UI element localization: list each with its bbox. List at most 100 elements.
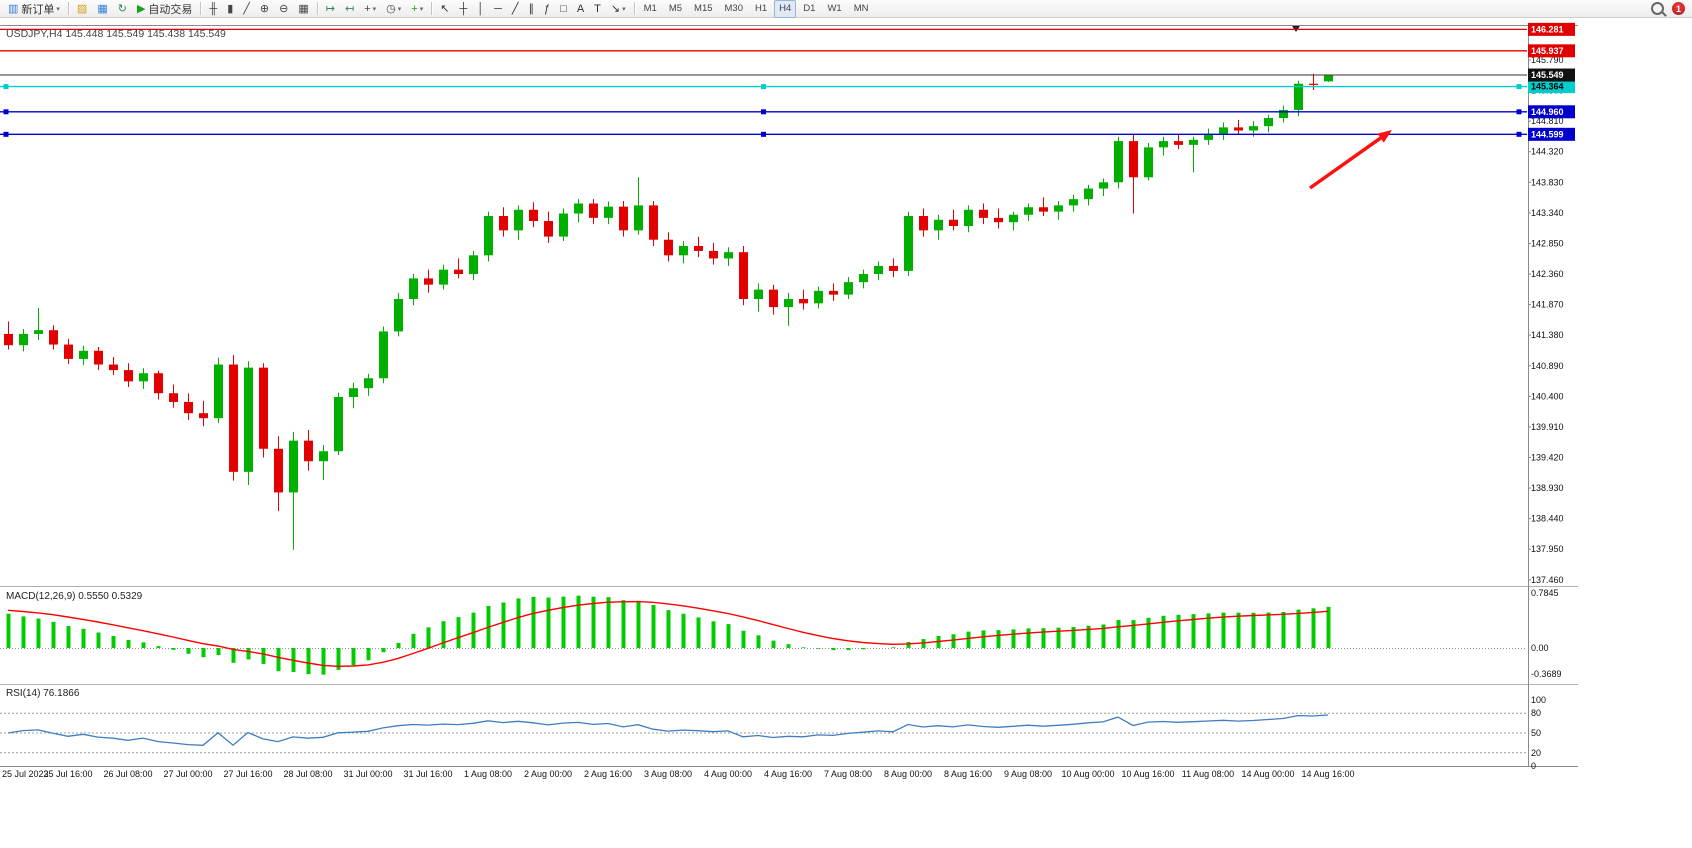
candle-up xyxy=(874,265,883,275)
candle-up xyxy=(934,219,943,231)
refresh-button[interactable]: ↻ xyxy=(114,0,131,18)
toolbar-separator xyxy=(633,2,635,15)
price-level-line[interactable] xyxy=(0,109,1527,115)
zoom-out-button[interactable]: ⊖ xyxy=(275,0,292,18)
indicators-button[interactable]: + ▾ xyxy=(407,0,427,18)
vertical-line-button[interactable]: │ xyxy=(473,0,488,18)
date-tick-label: 31 Jul 16:00 xyxy=(403,769,452,779)
macd-pane[interactable]: MACD(12,26,9) 0.5550 0.5329 0.7845 0.00 -0.… xyxy=(0,588,1562,679)
price-axis[interactable]: 145.790145.300144.810144.320143.830143.3… xyxy=(1528,55,1564,585)
price-level-line[interactable] xyxy=(0,84,1527,90)
notification-badge[interactable]: 1 xyxy=(1672,2,1685,15)
price-level-badge: 145.937 xyxy=(1528,44,1575,58)
line-handle xyxy=(3,84,9,90)
tile-windows-button[interactable]: ▦ xyxy=(294,0,312,18)
rsi-pane[interactable]: RSI(14) 76.1866 100 80 50 20 0 xyxy=(0,688,1546,771)
metaeditor-icon: ▨ xyxy=(76,2,88,15)
price-tick-label: 144.810 xyxy=(1531,116,1564,126)
new-order-button[interactable]: ▥ 新订单 ▾ xyxy=(4,0,64,18)
channel-button[interactable]: ∥ xyxy=(525,0,539,18)
period-icon: ◷ xyxy=(386,2,396,15)
text-button[interactable]: A xyxy=(573,0,588,18)
chevron-down-icon: ▾ xyxy=(56,5,60,13)
timeframe-d1-button[interactable]: D1 xyxy=(803,3,816,14)
date-tick-label: 1 Aug 08:00 xyxy=(464,769,512,779)
price-level-badge: 146.281 xyxy=(1528,22,1575,36)
candle-up xyxy=(1279,109,1288,119)
timeframe-h4-button[interactable]: H4 xyxy=(774,0,797,18)
candle-down xyxy=(64,344,73,359)
chevron-down-icon: ▾ xyxy=(397,5,402,13)
line-handle xyxy=(761,109,766,115)
date-tick-label: 14 Aug 16:00 xyxy=(1301,769,1354,779)
arrows-icon: ↘ xyxy=(610,2,621,15)
timeframe-m1-button[interactable]: M1 xyxy=(643,3,657,14)
candle-down xyxy=(649,205,658,240)
autotrading-button[interactable]: ▶ 自动交易 xyxy=(133,0,196,18)
date-tick-label: 11 Aug 08:00 xyxy=(1182,769,1234,779)
cursor-button[interactable]: ↖ xyxy=(436,0,453,18)
zoom-in-button[interactable]: ⊕ xyxy=(256,0,273,18)
candle-up xyxy=(679,245,688,256)
candle-up xyxy=(1189,139,1198,145)
candle-down xyxy=(799,298,808,304)
macd-tick-label: 0.7845 xyxy=(1531,588,1559,598)
timeframe-h1-button[interactable]: H1 xyxy=(755,3,768,14)
bar-chart-button[interactable]: ╫ xyxy=(205,0,221,18)
candlestick-chart-button[interactable]: ▮ xyxy=(223,0,237,18)
chart-shift-button[interactable]: ↤ xyxy=(341,0,358,18)
shapes-button[interactable]: □ xyxy=(556,0,571,18)
candle-up xyxy=(1069,199,1078,206)
tile-windows-icon: ▦ xyxy=(298,2,309,15)
arrows-button[interactable]: ↘ ▾ xyxy=(607,0,630,18)
candle-down xyxy=(184,401,193,414)
trendline-button[interactable]: ╱ xyxy=(508,0,523,18)
horizontal-line-button[interactable]: ─ xyxy=(490,0,506,18)
search-icon[interactable] xyxy=(1651,2,1664,15)
line-handle xyxy=(3,109,9,115)
toolbar-separator xyxy=(316,2,318,15)
metaeditor-button[interactable]: ▨ xyxy=(73,0,91,18)
candle-down xyxy=(979,209,988,218)
candle-up xyxy=(394,298,403,332)
line-chart-button[interactable]: ╱ xyxy=(239,0,254,18)
timeframe-m15-button[interactable]: M15 xyxy=(694,3,713,14)
market-watch-button[interactable]: ▦ xyxy=(93,0,111,18)
new-chart-button[interactable]: + ▾ xyxy=(360,0,380,18)
candle-up xyxy=(559,213,568,237)
candle-up xyxy=(1264,118,1273,127)
price-tick-label: 139.910 xyxy=(1531,422,1564,432)
annotation-arrow[interactable] xyxy=(1308,130,1392,190)
chevron-down-icon: ▾ xyxy=(372,5,377,13)
candle-up xyxy=(859,274,868,283)
candle-down xyxy=(154,373,163,394)
text-label-button[interactable]: T xyxy=(590,0,605,18)
price-level-badge: 144.599 xyxy=(1528,127,1575,141)
new-order-button-label: 新订单 xyxy=(21,3,55,16)
chart-title: USDJPY,H4 145.448 145.549 145.438 145.54… xyxy=(6,28,226,40)
candle-up xyxy=(214,364,223,419)
timeframe-mn-button[interactable]: MN xyxy=(853,3,869,14)
timeframe-m30-button[interactable]: M30 xyxy=(724,3,743,14)
candle-up xyxy=(1324,75,1333,82)
candle-up xyxy=(349,388,358,397)
candle-up xyxy=(1054,205,1063,212)
timeframe-m5-button[interactable]: M5 xyxy=(668,3,683,14)
pane-borders xyxy=(0,25,1578,767)
price-tick-label: 140.400 xyxy=(1531,391,1564,401)
price-level-line[interactable] xyxy=(0,131,1527,137)
indicators-icon: + xyxy=(411,2,418,15)
rsi-tick-label: 100 xyxy=(1531,695,1546,705)
fibonacci-button[interactable]: ƒ xyxy=(540,0,554,18)
auto-scroll-button[interactable]: ↦ xyxy=(322,0,339,18)
crosshair-button[interactable]: ┼ xyxy=(455,0,471,18)
chart-shift-icon: ↤ xyxy=(344,2,355,15)
timeframe-w1-button[interactable]: W1 xyxy=(827,3,842,14)
candlestick-series[interactable] xyxy=(4,73,1333,550)
period-button[interactable]: ◷ ▾ xyxy=(382,0,405,18)
candle-down xyxy=(589,203,598,218)
svg-text:144.960: 144.960 xyxy=(1531,107,1564,117)
